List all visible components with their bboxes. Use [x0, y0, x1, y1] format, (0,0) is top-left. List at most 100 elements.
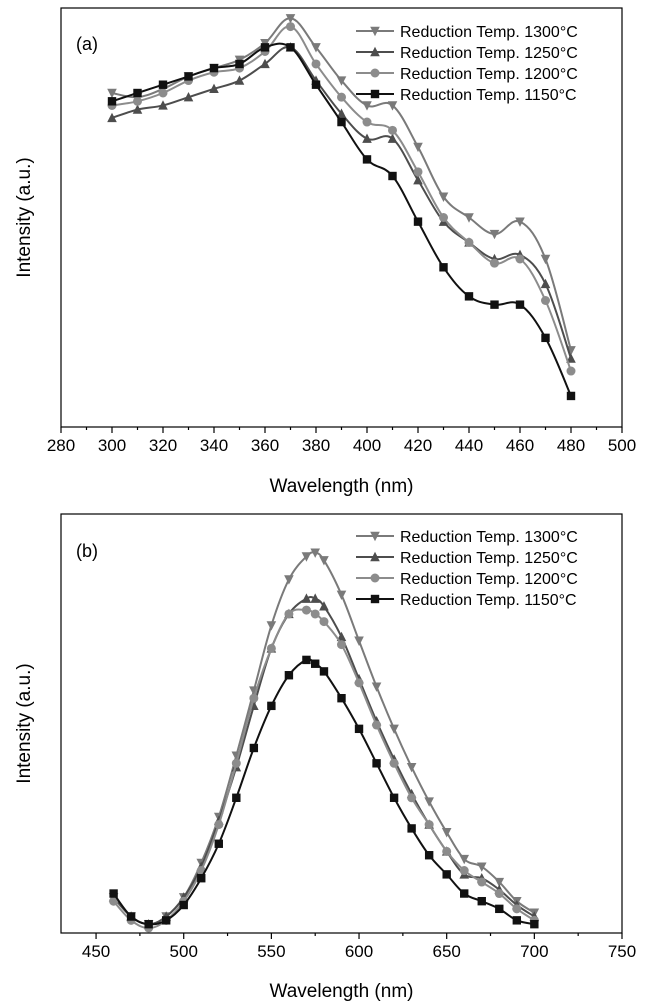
- series-line: [112, 608, 535, 930]
- data-point: [512, 916, 522, 925]
- data-point: [515, 254, 525, 264]
- data-point: [133, 88, 142, 98]
- data-point: [459, 866, 469, 876]
- y-axis-title: Intensity (a.u.): [14, 663, 35, 783]
- data-point: [406, 762, 417, 773]
- x-tick-label: 340: [200, 436, 228, 455]
- legend-marker: [370, 594, 380, 604]
- data-point: [183, 91, 194, 102]
- x-axis-title: Wavelength (nm): [270, 476, 414, 497]
- data-point: [362, 155, 372, 164]
- data-point: [126, 912, 136, 921]
- data-point: [424, 820, 434, 830]
- data-point: [158, 100, 168, 110]
- data-point: [354, 678, 364, 688]
- data-point: [530, 919, 539, 929]
- data-point: [260, 43, 270, 52]
- data-point: [337, 694, 346, 703]
- data-point: [266, 621, 277, 631]
- data-point: [337, 640, 346, 650]
- data-point: [439, 213, 448, 222]
- data-point: [464, 292, 474, 301]
- data-point: [284, 609, 294, 619]
- data-point: [477, 877, 487, 887]
- data-point: [495, 904, 504, 914]
- x-tick-label: 550: [257, 942, 285, 961]
- data-point: [310, 609, 320, 619]
- data-point: [541, 296, 550, 305]
- data-point: [477, 896, 486, 906]
- data-point: [476, 862, 487, 872]
- data-point: [512, 904, 522, 914]
- series-4: [109, 655, 539, 929]
- x-tick-label: 300: [98, 436, 126, 455]
- data-point: [389, 724, 399, 735]
- data-point: [310, 593, 321, 603]
- data-point: [439, 263, 448, 272]
- data-point: [209, 63, 219, 73]
- legend: Reduction Temp. 1300°C Reduction Temp. 12…: [356, 529, 578, 609]
- data-point: [388, 125, 397, 135]
- x-tick-label: 600: [345, 942, 373, 961]
- data-point: [158, 88, 168, 98]
- data-point: [161, 916, 171, 925]
- data-point: [234, 75, 245, 85]
- plot-frame: [60, 513, 623, 934]
- data-point: [464, 237, 474, 247]
- data-point: [311, 659, 320, 668]
- data-point: [214, 839, 223, 848]
- data-point: [301, 593, 312, 603]
- data-point: [266, 643, 276, 653]
- data-point: [284, 575, 294, 585]
- series-4: [107, 42, 576, 401]
- legend-label: Reduction Temp. 1150°C: [400, 87, 577, 104]
- x-tick-label: 380: [302, 436, 330, 455]
- data-point: [424, 851, 434, 860]
- data-point: [232, 793, 241, 802]
- legend-label: Reduction Temp. 1250°C: [400, 45, 578, 62]
- data-point: [284, 671, 294, 680]
- data-point: [310, 548, 321, 558]
- data-point: [566, 366, 576, 376]
- data-point: [260, 58, 270, 69]
- data-point: [540, 254, 551, 265]
- series-line: [112, 658, 535, 926]
- x-tick-label: 480: [557, 436, 585, 455]
- chart-panel-1: 280 300 320 340 360 380 400 420 440 460 480 500 Wave…: [14, 7, 636, 497]
- data-point: [407, 824, 416, 833]
- x-tick-label: 650: [433, 942, 461, 961]
- panel-label: (b): [76, 541, 98, 561]
- legend-marker: [370, 68, 380, 78]
- data-point: [319, 556, 329, 566]
- data-point: [490, 300, 499, 309]
- x-tick-label: 440: [455, 436, 483, 455]
- data-point: [301, 605, 311, 615]
- legend-label: Reduction Temp. 1150°C: [400, 592, 577, 609]
- data-point: [362, 117, 372, 127]
- data-point: [442, 870, 451, 879]
- x-tick-label: 280: [47, 436, 75, 455]
- data-point: [336, 631, 347, 642]
- x-tick-label: 500: [170, 942, 198, 961]
- data-point: [249, 693, 259, 703]
- data-point: [286, 22, 295, 32]
- data-point: [407, 793, 417, 803]
- data-point: [319, 667, 329, 676]
- data-point: [424, 797, 434, 807]
- data-point: [489, 229, 500, 240]
- data-point: [107, 97, 117, 106]
- data-point: [109, 889, 118, 898]
- data-point: [336, 108, 347, 118]
- data-point: [336, 76, 347, 86]
- data-point: [372, 759, 381, 768]
- data-point: [413, 167, 423, 177]
- data-point: [441, 828, 452, 838]
- data-point: [337, 92, 346, 102]
- data-point: [231, 758, 241, 768]
- data-point: [319, 601, 329, 611]
- data-point: [249, 743, 259, 753]
- data-point: [354, 636, 364, 646]
- legend-label: Reduction Temp. 1300°C: [400, 529, 578, 546]
- legend-marker: [370, 551, 380, 562]
